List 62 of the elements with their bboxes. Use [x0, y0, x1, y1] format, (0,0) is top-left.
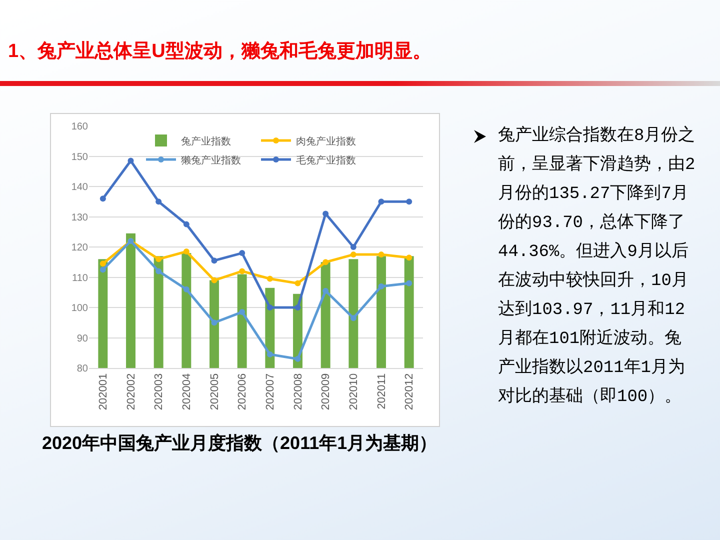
legend-label: 兔产业指数 — [181, 135, 231, 148]
point — [266, 351, 273, 358]
point — [322, 210, 329, 217]
x-tick-label: 202005 — [208, 373, 221, 410]
y-tick-label: 160 — [71, 122, 88, 132]
text: 兔产业综合指数在8月份之前，呈显著下滑趋势，由2月份的135.27下降到7月份的93.70，总体下降了44.36%。但进入9月以后在波动中较快回升，10月达到103.97，11月和12月都在101附近波动。兔产业指数以2011年1月为对比的基础（即100）。 — [498, 127, 696, 407]
x-tick-label: 202003 — [153, 373, 166, 410]
x-tick-label: 202009 — [320, 373, 332, 410]
point — [156, 256, 162, 262]
x-tick-label: 202006 — [236, 373, 249, 410]
point — [350, 252, 356, 258]
point — [378, 198, 384, 205]
y-tick-label: 100 — [71, 303, 88, 314]
point — [211, 320, 218, 326]
point — [211, 277, 218, 284]
point — [239, 309, 246, 316]
point — [156, 268, 162, 274]
x-tick-label: 202001 — [97, 373, 110, 410]
x-tick-label: 202008 — [292, 373, 304, 410]
legend-label: 肉兔产业指数 — [296, 135, 356, 148]
point — [239, 268, 246, 274]
point — [100, 266, 106, 273]
point — [294, 304, 301, 310]
text: 1、兔产业总体呈U型波动，獭兔和毛兔更加明显。 — [8, 40, 432, 64]
legend-label: 毛兔产业指数 — [296, 154, 356, 166]
y-tick-label: 110 — [72, 272, 88, 284]
point — [100, 260, 106, 267]
y-tick-label: 130 — [71, 212, 88, 224]
y-tick-label: 150 — [71, 152, 88, 163]
point — [183, 286, 190, 292]
point — [406, 254, 412, 261]
point — [266, 276, 273, 282]
x-tick-label: 202010 — [348, 373, 360, 410]
point — [378, 252, 384, 258]
point — [156, 198, 162, 205]
point — [100, 196, 106, 202]
point — [350, 244, 356, 250]
point — [378, 283, 384, 290]
y-tick-label: 120 — [71, 242, 88, 254]
x-tick-label: 202012 — [404, 373, 416, 410]
point — [183, 248, 190, 255]
y-tick-label: 140 — [71, 182, 88, 193]
point — [294, 280, 301, 286]
x-tick-label: 202011 — [376, 373, 388, 410]
point — [406, 280, 412, 286]
legend-label: 獭兔产业指数 — [181, 154, 241, 166]
x-tick-label: 202007 — [264, 373, 276, 410]
text: 2020年中国兔产业月度指数（2011年1月为基期） — [42, 432, 438, 455]
y-tick-label: 90 — [76, 333, 88, 344]
point — [294, 356, 301, 362]
point — [239, 250, 246, 256]
x-tick-label: 202004 — [180, 373, 193, 410]
x-tick-label: 202002 — [125, 373, 138, 410]
point — [128, 158, 134, 164]
point — [322, 288, 329, 294]
point — [350, 315, 356, 322]
point — [406, 198, 412, 205]
point — [322, 259, 329, 266]
point — [266, 304, 273, 310]
y-tick-label: 80 — [76, 364, 88, 374]
point — [183, 221, 190, 228]
point — [211, 258, 218, 264]
